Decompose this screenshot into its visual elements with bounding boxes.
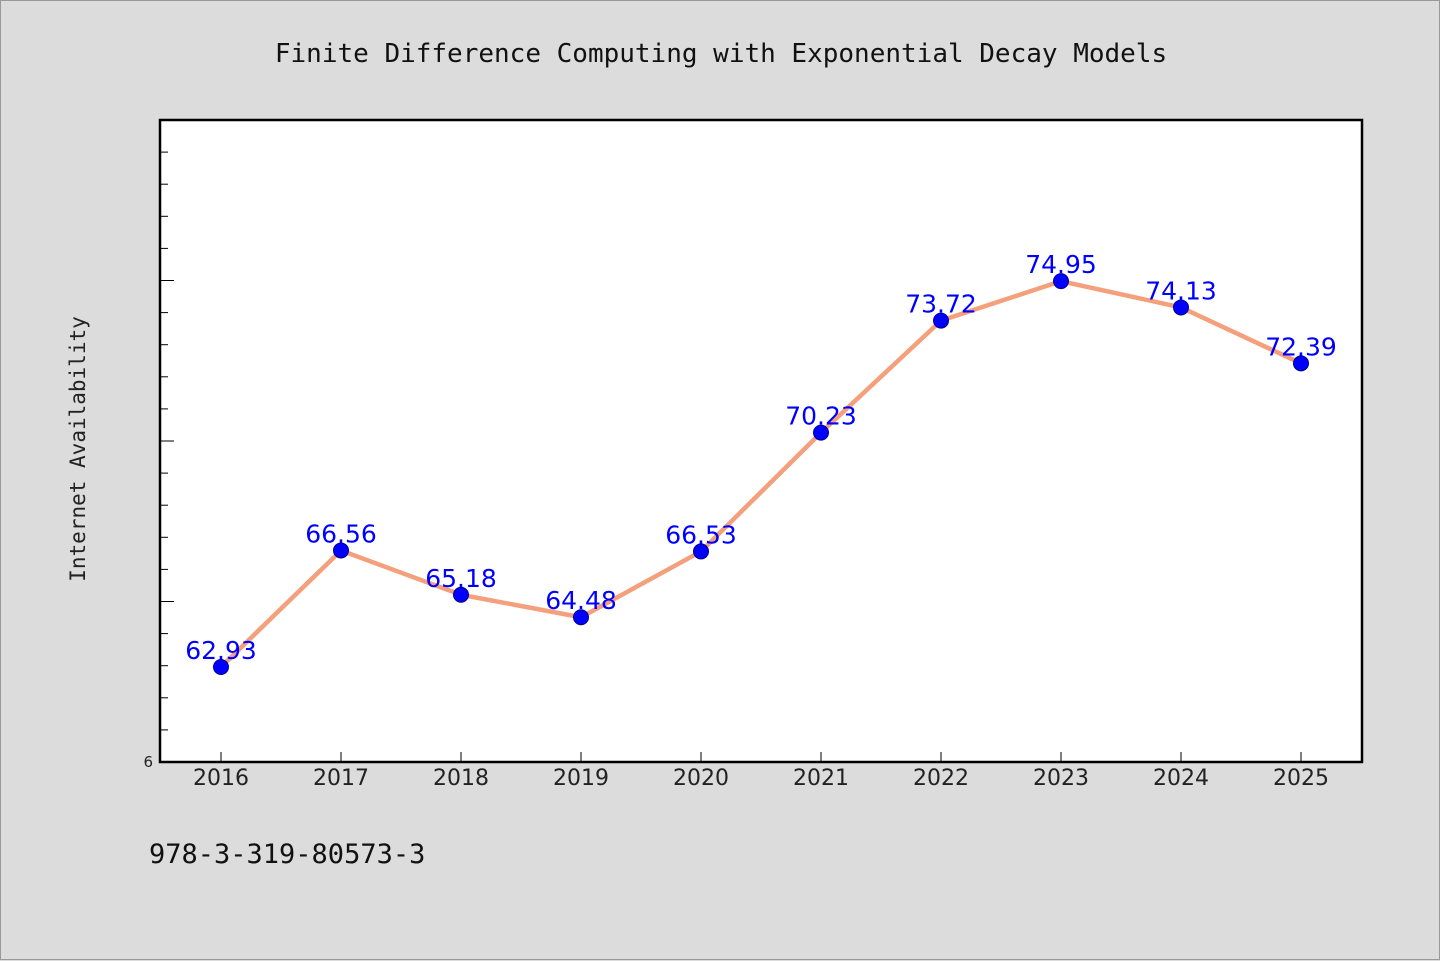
x-tick-label: 2019 [553,766,609,791]
y-axis-ticks [160,151,174,731]
data-labels: 62.93 66.56 65.18 64.48 66.53 70.23 73.72 74.95… [185,250,1337,665]
data-point [933,312,949,329]
data-label: 72.39 [1265,332,1337,361]
y-tick-label: 6 [143,753,153,771]
data-label: 66.56 [305,519,377,548]
data-point [573,609,589,626]
x-tick-label: 2025 [1273,766,1329,791]
data-label: 62.93 [185,636,257,665]
x-tick-label: 2024 [1153,766,1209,791]
data-label: 74.95 [1025,250,1097,279]
data-label: 74.13 [1145,276,1217,305]
x-tick-label: 2018 [433,766,489,791]
data-label: 73.72 [905,290,977,319]
data-label: 66.53 [665,520,737,549]
data-label: 65.18 [425,564,497,593]
data-point [333,542,349,559]
footer-isbn: 978-3-319-80573-3 [149,839,425,870]
x-axis: 2016 2017 2018 2019 2020 2021 2022 2023 2024 2025 [193,752,1329,791]
data-point [813,424,829,441]
data-label: 64.48 [545,586,617,615]
x-tick-label: 2022 [913,766,969,791]
y-axis-label: Internet Availability [66,316,90,582]
series-line-group [218,278,1304,670]
data-point [1053,273,1069,290]
chart-title: Finite Difference Computing with Exponen… [275,39,1167,69]
x-tick-label: 2017 [313,766,369,791]
x-tick-label: 2021 [793,766,849,791]
plot-area [158,118,1364,764]
x-tick-label: 2020 [673,766,729,791]
data-point [693,543,709,560]
data-point [1173,299,1189,316]
data-markers [213,273,1309,675]
x-tick-label: 2016 [193,766,249,791]
data-point [213,658,229,675]
x-tick-label: 2023 [1033,766,1089,791]
data-point [453,586,469,603]
data-label: 70.23 [785,402,857,431]
series-line [218,278,1304,670]
data-point [1293,355,1309,372]
